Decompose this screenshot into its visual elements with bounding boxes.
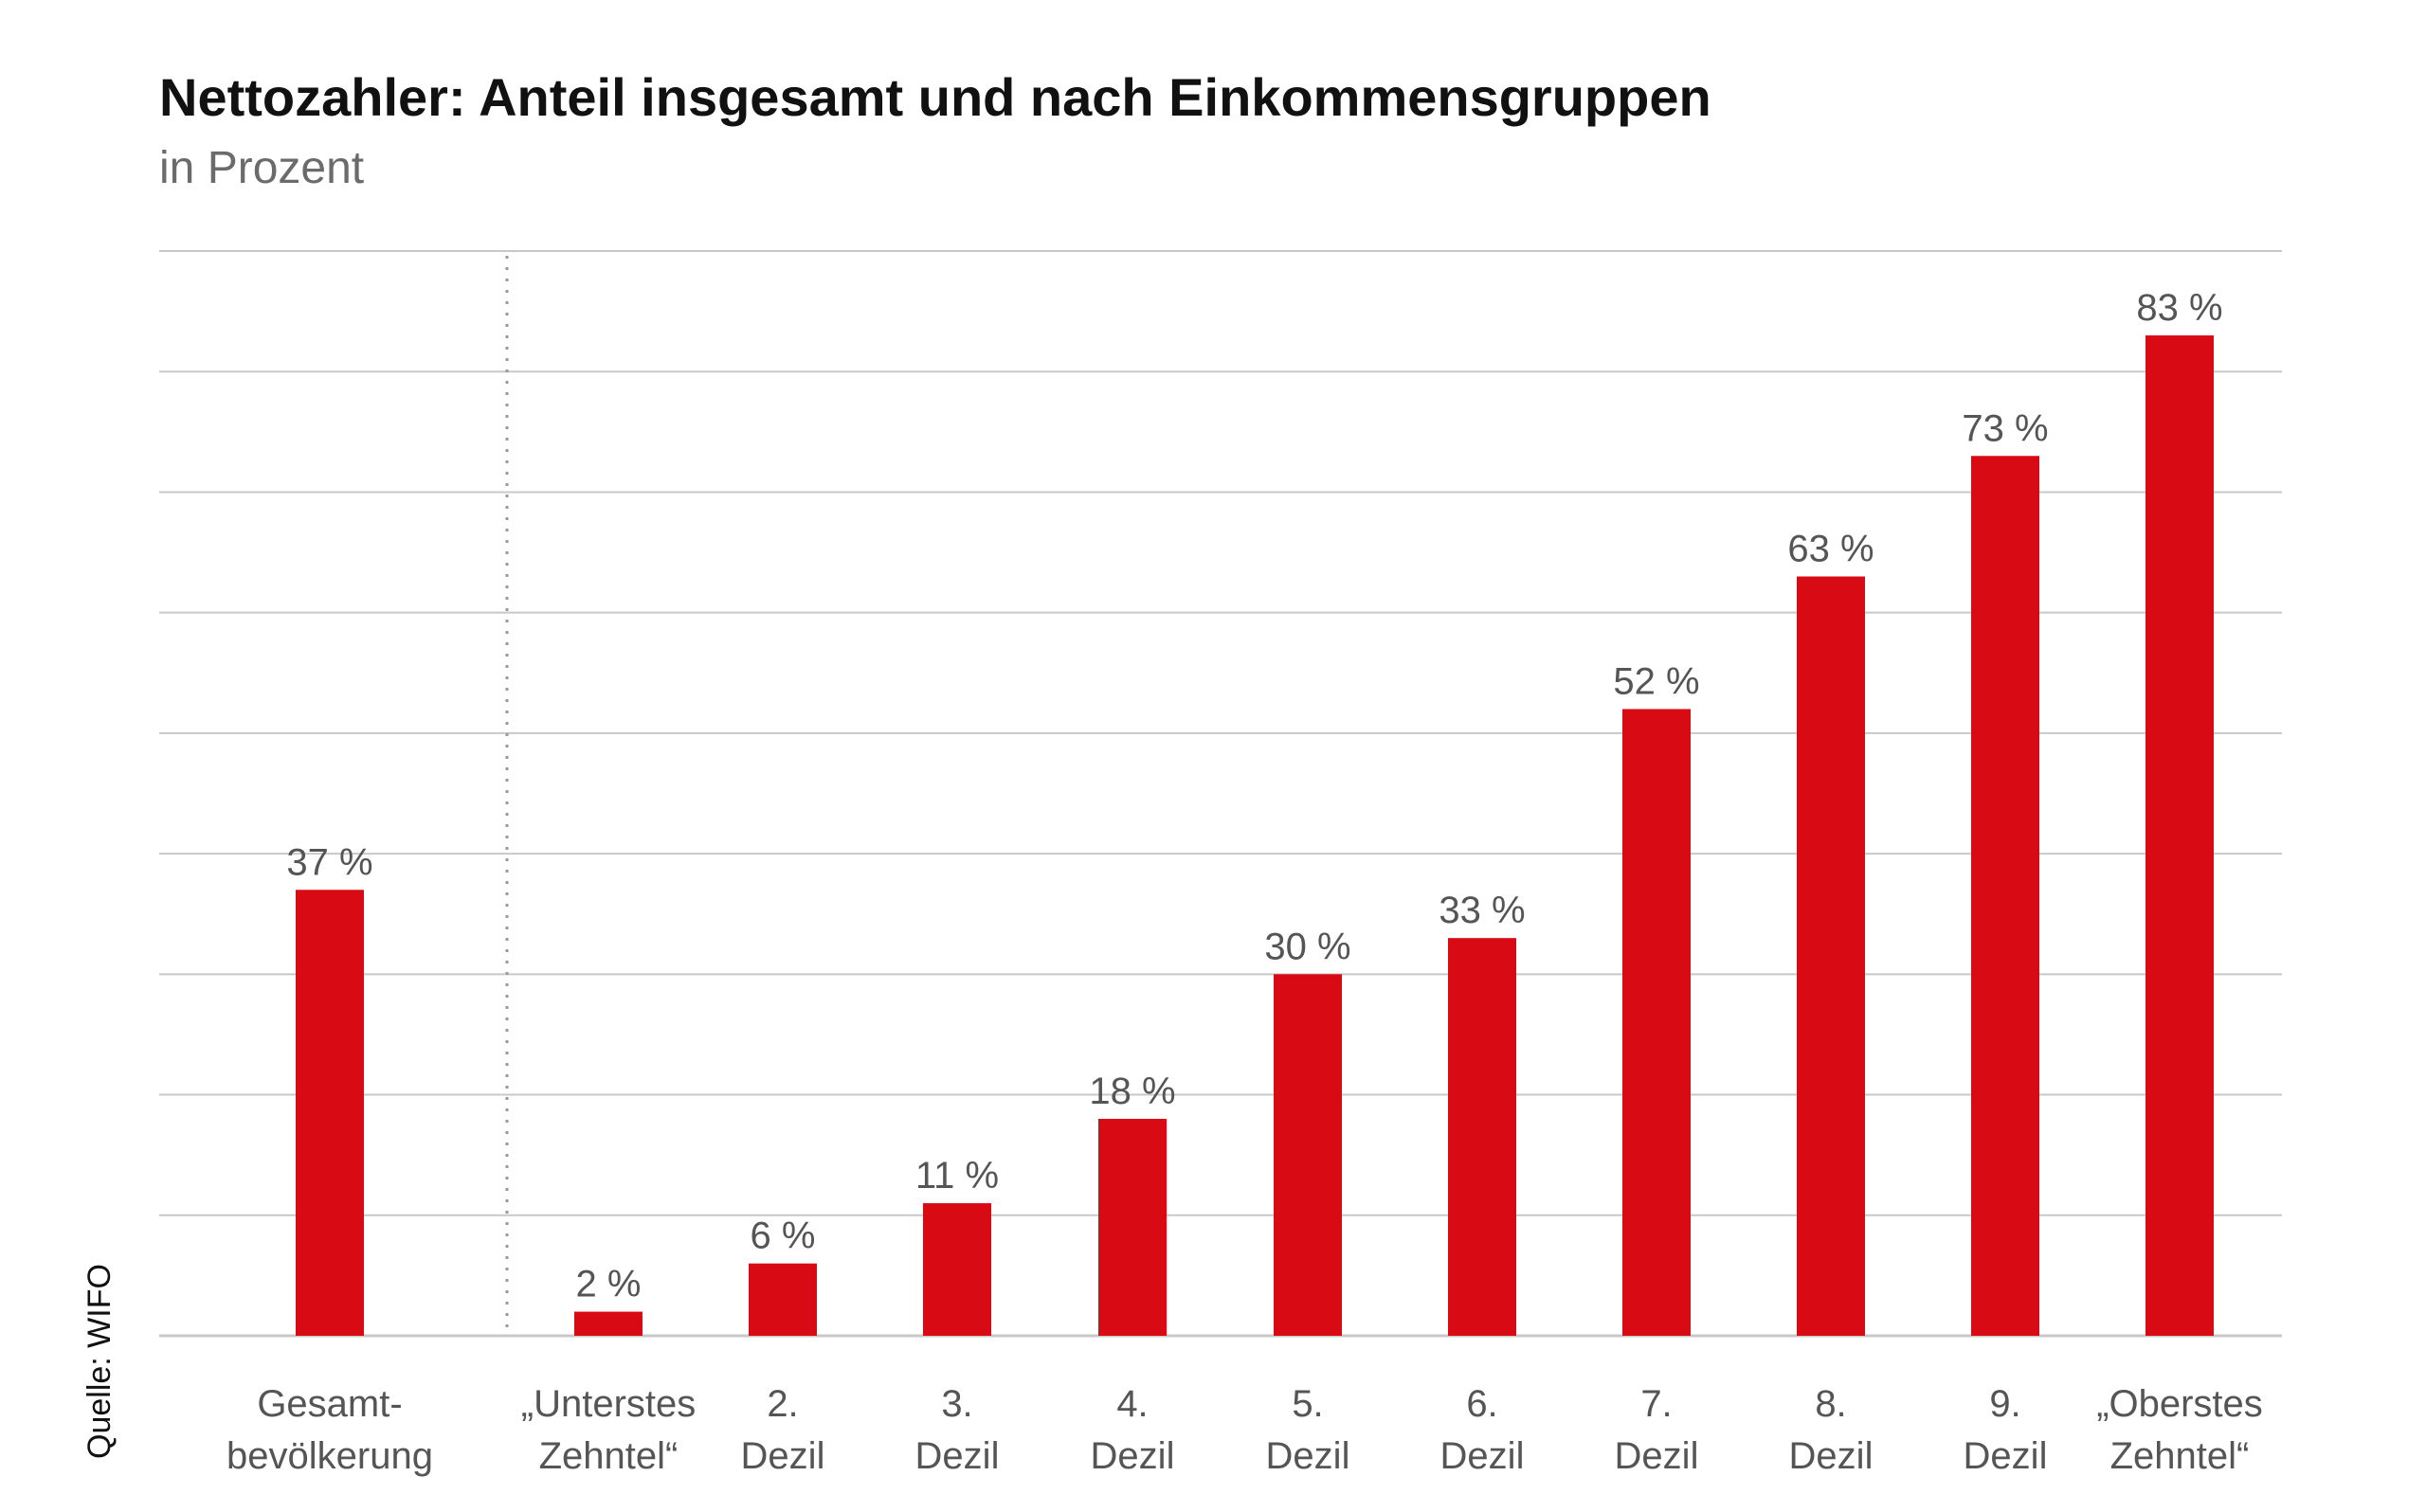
category-label: Dezil (1789, 1435, 1874, 1477)
value-label: 83 % (2136, 287, 2222, 329)
category-label: Zehntel“ (539, 1435, 679, 1477)
value-labels: 37 % 2 % 6 % 11 % 18 % 30 % 33 % 52 % 63 % 73 % 83… (286, 287, 2222, 1305)
value-label: 73 % (1962, 407, 2048, 449)
value-label: 11 % (915, 1155, 999, 1197)
category-label: 6. (1466, 1383, 1497, 1425)
category-label: 7. (1640, 1383, 1672, 1425)
bar (1448, 938, 1516, 1336)
category-label: Gesamt- (257, 1383, 402, 1425)
chart-title: Nettozahler: Anteil insgesamt und nach E… (159, 67, 1711, 127)
value-label: 30 % (1264, 926, 1350, 967)
value-label: 2 % (576, 1264, 642, 1305)
grid-lines (159, 250, 2282, 1338)
bar (749, 1263, 817, 1336)
category-label: bevölkerung (226, 1435, 433, 1477)
category-label: „Oberstes (2096, 1383, 2263, 1425)
value-label: 6 % (751, 1215, 816, 1257)
bar (1797, 576, 1865, 1336)
bar (296, 890, 364, 1336)
bars (296, 335, 2214, 1336)
bar (1274, 974, 1342, 1336)
category-label: Dezil (1091, 1435, 1175, 1477)
category-label: Dezil (1964, 1435, 2048, 1477)
value-label: 37 % (286, 841, 372, 883)
category-label: 8. (1815, 1383, 1846, 1425)
value-label: 33 % (1439, 890, 1525, 931)
category-label: Dezil (1440, 1435, 1525, 1477)
category-label: 4. (1116, 1383, 1148, 1425)
category-label: 9. (1989, 1383, 2020, 1425)
value-label: 63 % (1787, 529, 1874, 570)
category-label: „Unterstes (521, 1383, 697, 1425)
category-label: 5. (1292, 1383, 1323, 1425)
category-label: 3. (941, 1383, 972, 1425)
value-label: 52 % (1613, 660, 1699, 702)
category-labels: Gesamt-bevölkerung „Unterstes Zehntel“ 2. De… (226, 1383, 2263, 1477)
chart-subtitle: in Prozent (159, 143, 365, 193)
category-label: Zehntel“ (2110, 1435, 2250, 1477)
category-label: Dezil (1266, 1435, 1350, 1477)
bar (574, 1311, 643, 1336)
bar (1971, 456, 2039, 1336)
category-label: Dezil (1615, 1435, 1699, 1477)
bar (2145, 335, 2214, 1336)
category-label: Dezil (915, 1435, 1000, 1477)
bar (1098, 1119, 1167, 1336)
bar (1622, 709, 1691, 1336)
value-label: 18 % (1089, 1071, 1175, 1112)
bar (923, 1203, 991, 1336)
category-label: 2. (767, 1383, 798, 1425)
category-label: Dezil (741, 1435, 825, 1477)
